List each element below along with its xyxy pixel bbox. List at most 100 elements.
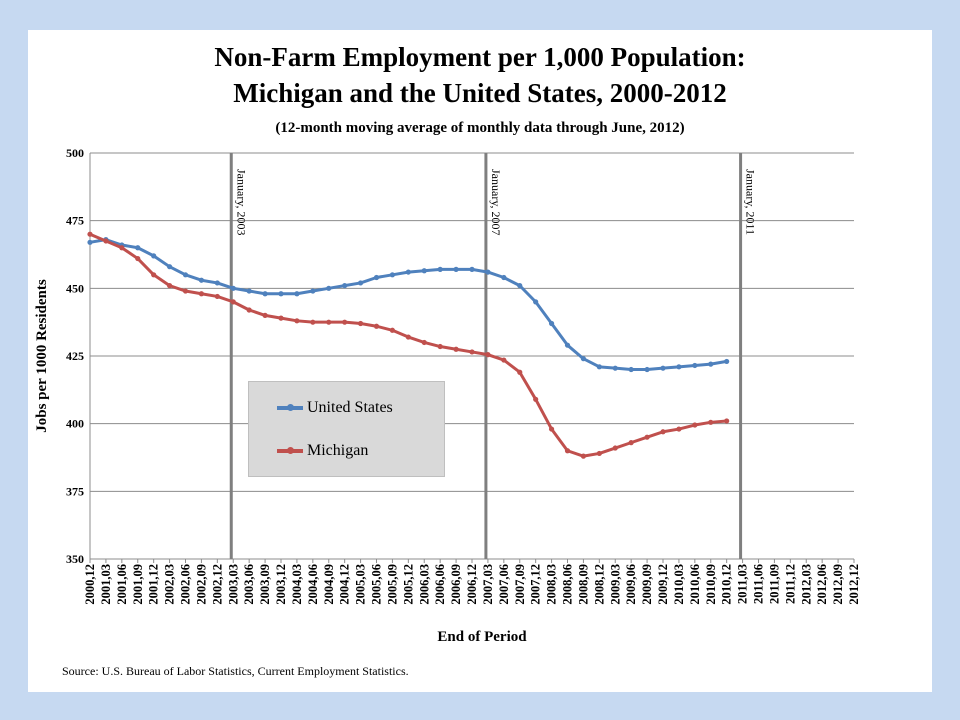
data-point-united-states <box>198 277 205 283</box>
data-point-united-states <box>437 266 443 272</box>
legend-label-michigan: Michigan <box>307 442 369 459</box>
data-point-united-states <box>596 364 602 370</box>
x-tick-label: 2006,03 <box>417 564 431 605</box>
x-tick-label: 2009,12 <box>656 564 670 605</box>
x-tick-label: 2004,09 <box>322 564 336 605</box>
x-tick-label: 2010,06 <box>688 564 702 605</box>
x-tick-label: 2009,06 <box>624 564 638 605</box>
data-point-united-states <box>469 266 475 272</box>
x-tick-label: 2004,06 <box>306 564 320 605</box>
data-point-united-states <box>357 280 364 286</box>
data-point-united-states <box>166 264 173 270</box>
x-tick-label: 2002,06 <box>179 564 193 605</box>
data-point-michigan <box>724 418 730 424</box>
data-point-michigan <box>564 448 571 454</box>
y-axis-title: Jobs per 1000 Residents <box>34 279 50 433</box>
data-point-michigan <box>548 426 555 432</box>
data-point-michigan <box>310 319 316 325</box>
data-point-united-states <box>533 299 539 305</box>
data-point-united-states <box>87 239 93 245</box>
y-tick-label: 400 <box>66 417 84 431</box>
y-tick-label: 500 <box>66 146 84 160</box>
x-tick-label: 2012,09 <box>831 564 845 605</box>
x-tick-label: 2012,06 <box>815 564 829 605</box>
data-point-michigan <box>87 231 93 237</box>
x-tick-label: 2011,06 <box>752 564 766 604</box>
legend-label-united-states: United States <box>307 399 393 416</box>
data-point-michigan <box>501 357 507 363</box>
annotation-label: January, 2007 <box>489 169 503 236</box>
legend-item-united-states: United States <box>277 397 393 419</box>
data-point-united-states <box>405 269 411 275</box>
data-point-united-states <box>294 291 300 297</box>
y-tick-label: 375 <box>66 484 84 498</box>
data-point-michigan <box>151 272 157 278</box>
x-tick-label: 2011,03 <box>736 564 750 604</box>
data-point-michigan <box>421 339 427 346</box>
annotation-label: January, 2011 <box>744 169 758 235</box>
x-tick-label: 2008,06 <box>561 564 575 605</box>
data-point-michigan <box>708 419 714 425</box>
source-note: Source: U.S. Bureau of Labor Statistics,… <box>62 664 409 678</box>
data-point-michigan <box>357 320 364 327</box>
x-tick-label: 2007,03 <box>481 564 495 605</box>
y-tick-label: 425 <box>66 349 84 363</box>
data-point-united-states <box>501 274 507 281</box>
chart-legend: United States Michigan <box>248 381 445 477</box>
data-point-united-states <box>628 366 634 373</box>
data-point-michigan <box>469 349 475 355</box>
x-tick-label: 2001,03 <box>99 564 113 605</box>
data-point-united-states <box>644 366 650 373</box>
data-point-united-states <box>326 285 332 291</box>
data-point-michigan <box>453 346 459 352</box>
data-point-united-states <box>310 288 316 294</box>
x-tick-label: 2009,09 <box>640 564 654 605</box>
x-tick-label: 2008,09 <box>576 564 590 605</box>
x-tick-label: 2003,03 <box>226 564 240 605</box>
data-point-united-states <box>724 358 730 365</box>
data-point-michigan <box>166 283 173 289</box>
data-point-united-states <box>612 365 618 371</box>
x-tick-label: 2008,03 <box>545 564 559 605</box>
data-point-united-states <box>564 342 571 348</box>
data-point-michigan <box>326 319 332 325</box>
data-point-united-states <box>453 266 459 272</box>
x-tick-label: 2009,03 <box>608 564 622 605</box>
data-point-united-states <box>389 272 396 278</box>
x-tick-label: 2004,03 <box>290 564 304 605</box>
x-tick-label: 2008,12 <box>592 564 606 605</box>
y-tick-label: 475 <box>66 214 84 228</box>
data-point-united-states <box>548 320 555 327</box>
data-point-united-states <box>278 291 284 297</box>
data-point-michigan <box>103 238 109 244</box>
x-tick-label: 2007,09 <box>513 564 527 605</box>
x-tick-label: 2002,12 <box>210 564 224 605</box>
chart-subtitle: (12-month moving average of monthly data… <box>275 120 685 136</box>
annotation-label: January, 2003 <box>234 169 248 236</box>
series-line-united-states <box>89 238 727 372</box>
data-point-michigan <box>676 426 682 432</box>
data-point-united-states <box>517 283 523 289</box>
x-tick-label: 2001,06 <box>115 564 129 605</box>
data-point-michigan <box>692 422 698 428</box>
x-tick-label: 2010,03 <box>672 564 686 605</box>
x-tick-label: 2003,06 <box>242 564 256 605</box>
data-point-united-states <box>485 269 491 275</box>
x-tick-label: 2012,12 <box>847 564 861 605</box>
data-point-michigan <box>230 299 236 305</box>
x-tick-label: 2006,06 <box>433 564 447 605</box>
data-point-michigan <box>596 450 602 457</box>
y-tick-label: 450 <box>66 281 84 295</box>
x-tick-label: 2010,09 <box>704 564 718 605</box>
data-point-united-states <box>676 364 682 370</box>
data-point-michigan <box>262 312 268 318</box>
x-tick-label: 2001,09 <box>131 564 145 605</box>
x-axis-title: End of Period <box>437 629 527 645</box>
data-point-united-states <box>342 283 348 289</box>
data-point-united-states <box>262 291 268 297</box>
x-tick-label: 2006,09 <box>449 564 463 605</box>
data-point-michigan <box>373 323 380 329</box>
data-point-michigan <box>612 445 618 451</box>
data-point-michigan <box>517 369 523 375</box>
data-point-united-states <box>692 362 698 369</box>
